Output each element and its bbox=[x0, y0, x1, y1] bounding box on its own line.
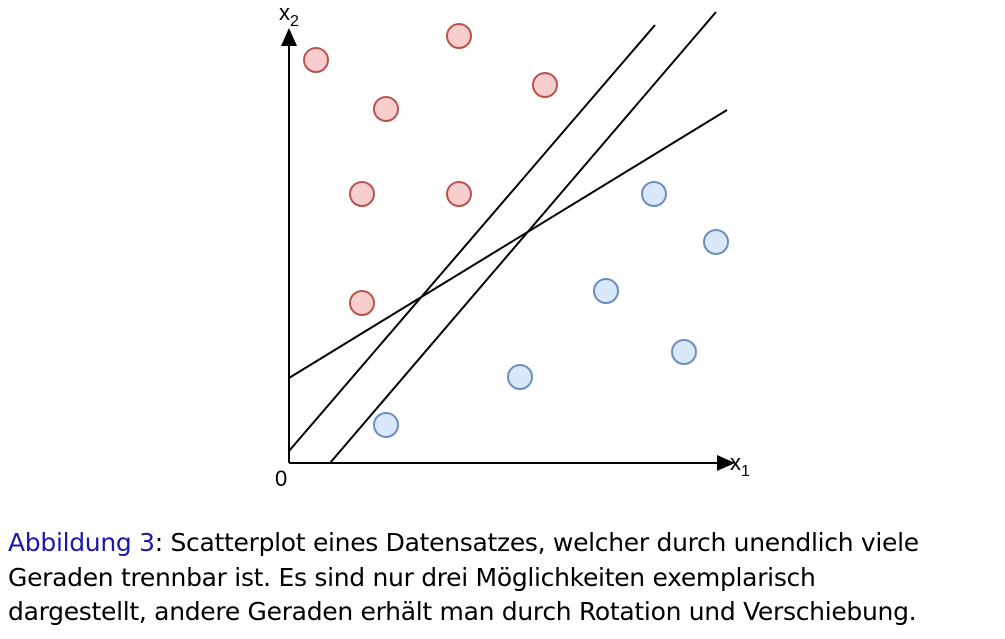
point bbox=[446, 23, 472, 49]
point bbox=[446, 181, 472, 207]
point bbox=[703, 229, 729, 255]
line bbox=[288, 109, 728, 379]
point bbox=[593, 278, 619, 304]
point bbox=[532, 72, 558, 98]
y-axis-label: x2 bbox=[279, 0, 299, 30]
caption-text: dargestellt, andere Geraden erhält man d… bbox=[8, 597, 917, 626]
point bbox=[671, 339, 697, 365]
caption-text: Geraden trennbar ist. Es sind nur drei M… bbox=[8, 562, 816, 592]
line bbox=[288, 24, 656, 452]
blue-points bbox=[373, 181, 729, 438]
separating-lines bbox=[288, 11, 728, 464]
caption-text: : Scatterplot eines Datensatzes, welcher… bbox=[154, 528, 919, 557]
point bbox=[349, 290, 375, 316]
point bbox=[373, 96, 399, 122]
point bbox=[507, 364, 533, 390]
point bbox=[303, 47, 329, 73]
caption: Abbildung 3: Scatterplot eines Datensatz… bbox=[8, 526, 919, 630]
caption-line: Abbildung 3: Scatterplot eines Datensatz… bbox=[8, 526, 919, 561]
point bbox=[373, 412, 399, 438]
origin-label: 0 bbox=[275, 466, 287, 491]
point bbox=[641, 181, 667, 207]
red-points bbox=[303, 23, 558, 316]
figure-label: Abbildung 3 bbox=[8, 528, 155, 557]
x-axis-label: x1 bbox=[730, 450, 750, 480]
diagram: x2 x1 0 bbox=[275, 0, 750, 491]
point bbox=[349, 181, 375, 207]
line bbox=[329, 11, 717, 464]
